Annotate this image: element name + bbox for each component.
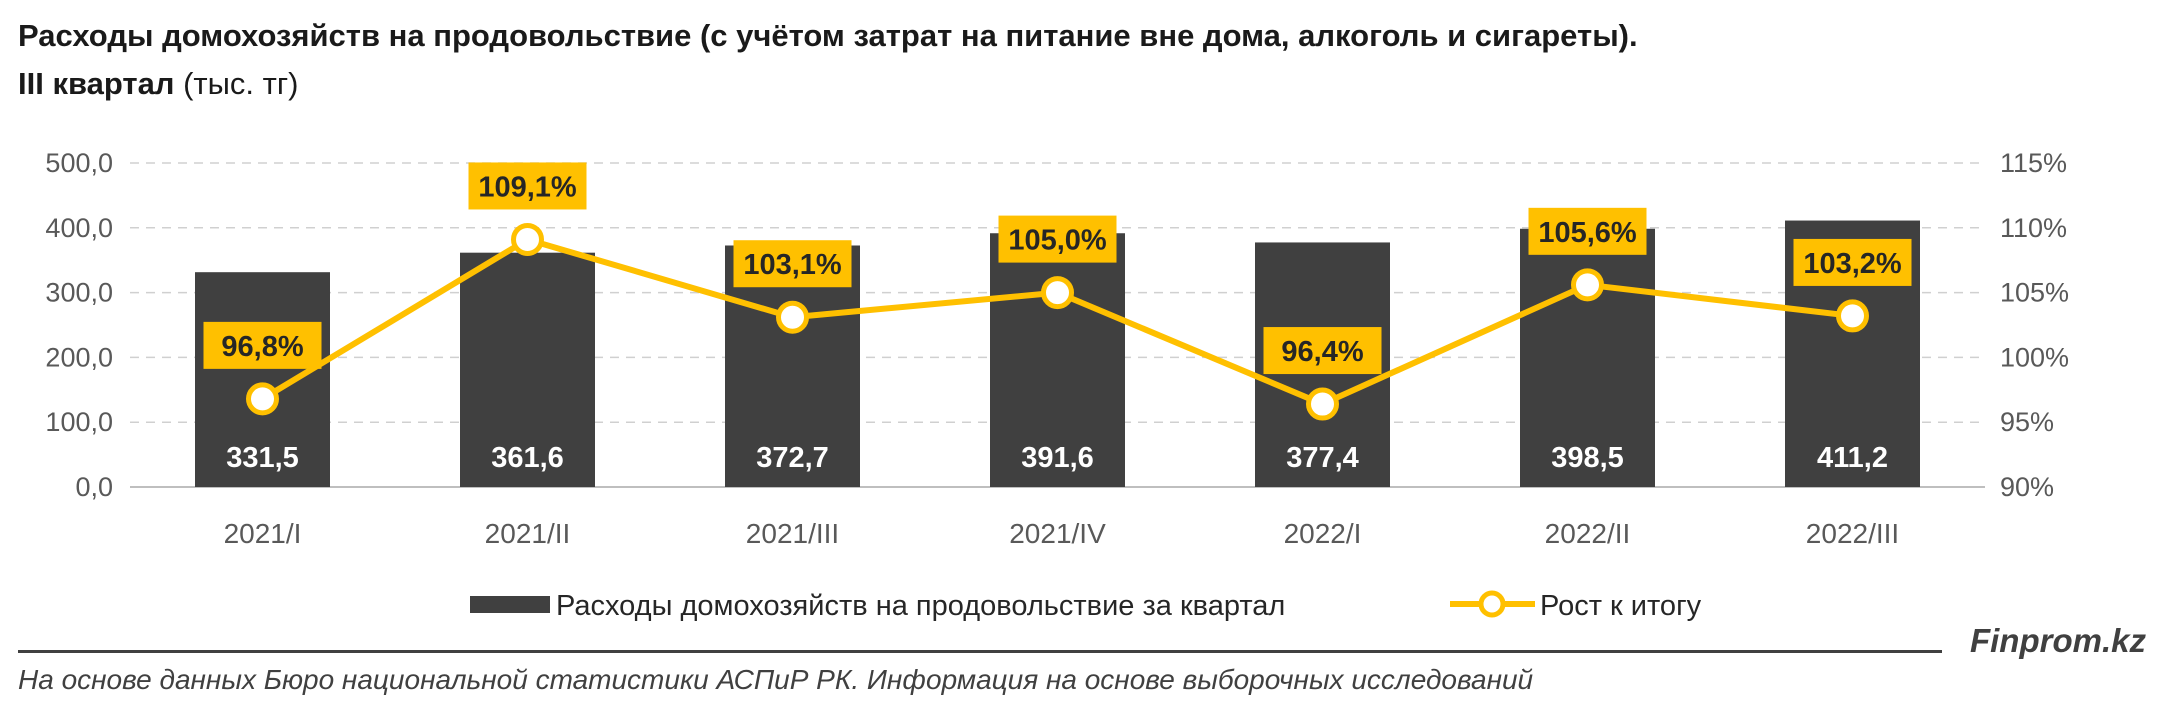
bar-value-label: 398,5 [1551,442,1624,474]
bar [460,252,595,487]
legend-bar-swatch [470,596,550,613]
bar-value-label: 331,5 [226,442,299,474]
bar-series [195,220,1920,487]
growth-label-box [998,215,1117,263]
growth-value-label: 105,0% [1008,225,1107,257]
growth-point [246,382,279,416]
y-left-tick-label: 100,0 [45,407,113,437]
growth-point [1571,268,1604,302]
x-category-label: 2021/IV [1009,518,1106,549]
growth-label-box [203,321,322,369]
y-axis-left: 0,0 100,0 200,0 300,0 400,0 500,0 [45,148,113,502]
y-left-tick-label: 400,0 [45,213,113,243]
x-axis-categories: 2021/I 2021/II 2021/III 2021/IV 2022/I 2022/I… [224,518,1900,549]
x-category-label: 2021/II [485,518,571,549]
growth-value-label: 105,6% [1538,217,1637,249]
legend: Расходы домохозяйств на продовольствие з… [470,590,1702,622]
source-note: На основе данных Бюро национальной стати… [18,664,1534,695]
x-category-label: 2021/I [224,518,302,549]
legend-line-label: Рост к итогу [1540,590,1702,622]
growth-label-box [468,162,587,210]
y-left-tick-label: 500,0 [45,148,113,178]
growth-label-box [1793,238,1912,286]
y-axis-right: 90% 95% 100% 105% 110% 115% [2000,148,2069,502]
y-right-tick-label: 115% [2000,148,2067,178]
growth-label-box [1528,207,1647,255]
chart-title-line2: III квартал (тыс. тг) [18,60,2138,108]
chart-title: Расходы домохозяйств на продовольствие (… [18,12,2138,108]
growth-value-label: 103,1% [743,249,842,281]
brand-logo-text: Finprom.kz [1969,622,2146,659]
growth-value-label: 96,4% [1281,336,1363,368]
growth-value-label: 96,8% [221,331,303,363]
bar [990,233,1125,487]
growth-point [1041,276,1074,310]
y-right-tick-label: 110% [2000,213,2067,243]
growth-point [1306,387,1339,421]
growth-point [776,300,809,334]
growth-value-label: 103,2% [1803,248,1902,280]
bar-value-label: 377,4 [1286,442,1359,474]
x-category-label: 2021/III [746,518,839,549]
x-category-label: 2022/III [1806,518,1899,549]
chart-title-period: III квартал [18,66,175,101]
chart-title-unit: (тыс. тг) [174,66,299,101]
line-series [246,222,1869,421]
bar-value-label: 361,6 [491,442,564,474]
y-left-tick-label: 200,0 [45,342,113,372]
chart-area: 0,0 100,0 200,0 300,0 400,0 500,0 90% 95% 100% 1… [45,148,2069,622]
growth-label-box [1263,327,1382,375]
bar-value-label: 391,6 [1021,442,1094,474]
growth-value-label: 109,1% [478,171,577,203]
y-left-tick-label: 300,0 [45,278,113,308]
x-category-label: 2022/II [1545,518,1631,549]
y-right-tick-label: 100% [2000,342,2069,372]
y-right-tick-label: 105% [2000,278,2069,308]
legend-bar-label: Расходы домохозяйств на продовольствие з… [556,590,1285,622]
bar-value-labels: 331,5 361,6 372,7 391,6 377,4 398,5 411,2 [226,442,1888,474]
growth-label-box [733,240,852,288]
growth-point [511,222,544,256]
y-right-tick-label: 95% [2000,407,2054,437]
growth-point [1836,299,1869,333]
chart-title-line1: Расходы домохозяйств на продовольствие (… [18,18,1638,53]
y-left-tick-label: 0,0 [75,472,113,502]
y-right-tick-label: 90% [2000,472,2054,502]
line-value-labels: 96,8% 109,1% 103,1% 105,0% 96,4% 105,6% 103,2% [203,162,1912,375]
bar-value-label: 411,2 [1817,442,1888,474]
bar [195,272,330,487]
footer-divider [18,650,1942,653]
bar-value-label: 372,7 [756,442,829,474]
x-category-label: 2022/I [1284,518,1362,549]
legend-line-marker [1478,590,1506,618]
